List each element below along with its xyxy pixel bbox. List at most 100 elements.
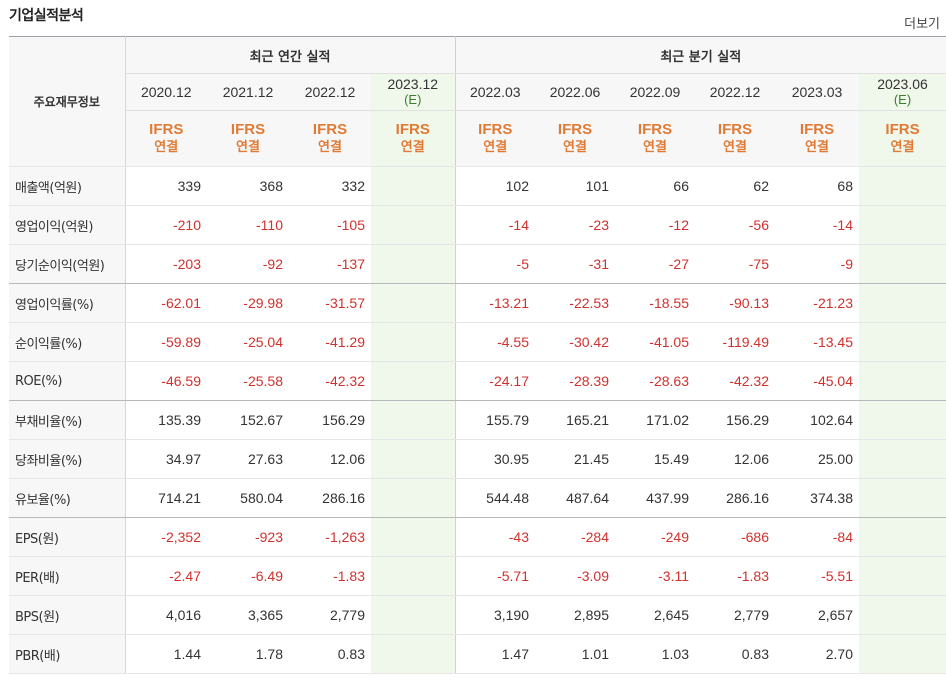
- data-cell: -3.11: [615, 556, 695, 596]
- period-header: 2022.09: [615, 73, 695, 111]
- period-row: 2020.12 2021.12 2022.12 2023.12 (E) 2022.03 20…: [9, 73, 946, 111]
- ifrs-row: IFRS 연결 IFRS 연결 IFRS 연결 IFRS 연결 IFRS 연결 IFRS 연결 IFRS…: [9, 110, 946, 167]
- table-row: PER(배) -2.47 -6.49 -1.83 -5.71 -3.09 -3.11 -1.8…: [9, 556, 946, 596]
- period-label: 2023.03: [791, 84, 843, 100]
- data-cell: -92: [207, 244, 289, 284]
- table-row: PBR(배) 1.44 1.78 0.83 1.47 1.01 1.03 0.83 2.70: [9, 634, 946, 674]
- data-cell: 171.02: [615, 400, 695, 440]
- row-label: 매출액(억원): [9, 166, 126, 206]
- table-row: 영업이익(억원) -210 -110 -105 -14 -23 -12 -56 -14: [9, 205, 946, 245]
- row-label: 부채비율(%): [9, 400, 126, 440]
- ifrs-label: IFRS: [637, 120, 673, 138]
- period-label: 2023.06: [877, 76, 928, 92]
- data-cell: -27: [615, 244, 695, 284]
- data-cell: [371, 244, 455, 284]
- data-cell: 2,895: [535, 595, 615, 635]
- ifrs-basis-header: IFRS 연결: [535, 110, 615, 167]
- data-cell: -75: [695, 244, 775, 284]
- data-cell: 714.21: [125, 478, 207, 518]
- ifrs-label: IFRS: [799, 120, 835, 138]
- data-cell: 165.21: [535, 400, 615, 440]
- data-cell: -2.47: [125, 556, 207, 596]
- data-cell: -25.58: [207, 361, 289, 401]
- data-cell: 0.83: [695, 634, 775, 674]
- period-header: 2023.12 (E): [371, 73, 455, 111]
- data-cell: -13.21: [454, 283, 535, 323]
- ifrs-label: IFRS: [149, 120, 184, 138]
- period-header: 2022.12: [289, 73, 371, 111]
- data-cell: 544.48: [454, 478, 535, 518]
- period-label: 2023.12: [387, 76, 439, 92]
- data-cell: 156.29: [289, 400, 371, 440]
- row-label: 영업이익률(%): [9, 283, 126, 323]
- ifrs-label: IFRS: [717, 120, 753, 138]
- ifrs-label: IFRS: [395, 120, 430, 138]
- ifrs-basis-header: IFRS 연결: [695, 110, 775, 167]
- row-label: 순이익률(%): [9, 322, 126, 362]
- data-cell: -3.09: [535, 556, 615, 596]
- ifrs-basis-header: IFRS 연결: [207, 110, 289, 167]
- data-cell: -203: [125, 244, 207, 284]
- data-cell: -23: [535, 205, 615, 245]
- consolidated-label: 연결: [400, 139, 425, 155]
- data-cell: 68: [775, 166, 859, 206]
- data-cell: [859, 634, 946, 674]
- data-cell: 25.00: [775, 439, 859, 479]
- data-cell: 1.78: [207, 634, 289, 674]
- ifrs-basis-header: IFRS 연결: [615, 110, 695, 167]
- period-label: 2022.12: [304, 84, 356, 100]
- data-cell: 102.64: [775, 400, 859, 440]
- data-cell: -137: [289, 244, 371, 284]
- period-label: 2022.06: [549, 84, 601, 100]
- data-cell: -4.55: [454, 322, 535, 362]
- period-header: 2023.06 (E): [859, 73, 946, 111]
- row-label: 영업이익(억원): [9, 205, 126, 245]
- estimate-mark: (E): [893, 92, 912, 107]
- data-cell: -46.59: [125, 361, 207, 401]
- data-cell: [371, 478, 455, 518]
- data-cell: -1,263: [289, 517, 371, 557]
- data-cell: 156.29: [695, 400, 775, 440]
- data-cell: 3,190: [454, 595, 535, 635]
- data-cell: -31.57: [289, 283, 371, 323]
- data-cell: [859, 439, 946, 479]
- data-cell: -284: [535, 517, 615, 557]
- data-cell: [371, 556, 455, 596]
- data-cell: -210: [125, 205, 207, 245]
- data-cell: 12.06: [289, 439, 371, 479]
- data-cell: -22.53: [535, 283, 615, 323]
- ifrs-basis-header: IFRS 연결: [289, 110, 371, 167]
- data-cell: [859, 205, 946, 245]
- data-cell: [859, 244, 946, 284]
- data-cell: -62.01: [125, 283, 207, 323]
- more-link[interactable]: 더보기: [904, 17, 940, 32]
- table-row: 매출액(억원) 339 368 332 102 101 66 62 68: [9, 166, 946, 206]
- table-row: BPS(원) 4,016 3,365 2,779 3,190 2,895 2,645 2,77…: [9, 595, 946, 635]
- data-cell: 368: [207, 166, 289, 206]
- consolidated-label: 연결: [805, 139, 829, 155]
- data-cell: -110: [207, 205, 289, 245]
- data-cell: -42.32: [289, 361, 371, 401]
- data-cell: -45.04: [775, 361, 859, 401]
- data-cell: -5.51: [775, 556, 859, 596]
- data-cell: 15.49: [615, 439, 695, 479]
- data-cell: [371, 517, 455, 557]
- table-row: 유보율(%) 714.21 580.04 286.16 544.48 487.64 437.…: [9, 478, 946, 518]
- data-cell: [371, 205, 455, 245]
- data-cell: [859, 517, 946, 557]
- data-cell: [371, 361, 455, 401]
- period-header: 2020.12: [125, 73, 207, 111]
- row-label: PBR(배): [9, 634, 126, 674]
- data-cell: -2,352: [125, 517, 207, 557]
- data-cell: -14: [454, 205, 535, 245]
- data-cell: [371, 634, 455, 674]
- table-row: 당좌비율(%) 34.97 27.63 12.06 30.95 21.45 15.49 12.…: [9, 439, 946, 479]
- row-label: 당좌비율(%): [9, 439, 126, 479]
- data-cell: 2,779: [289, 595, 371, 635]
- estimate-mark: (E): [404, 92, 422, 107]
- row-label: PER(배): [9, 556, 126, 596]
- data-cell: 1.01: [535, 634, 615, 674]
- ifrs-label: IFRS: [557, 120, 593, 138]
- data-cell: -13.45: [775, 322, 859, 362]
- data-cell: [859, 478, 946, 518]
